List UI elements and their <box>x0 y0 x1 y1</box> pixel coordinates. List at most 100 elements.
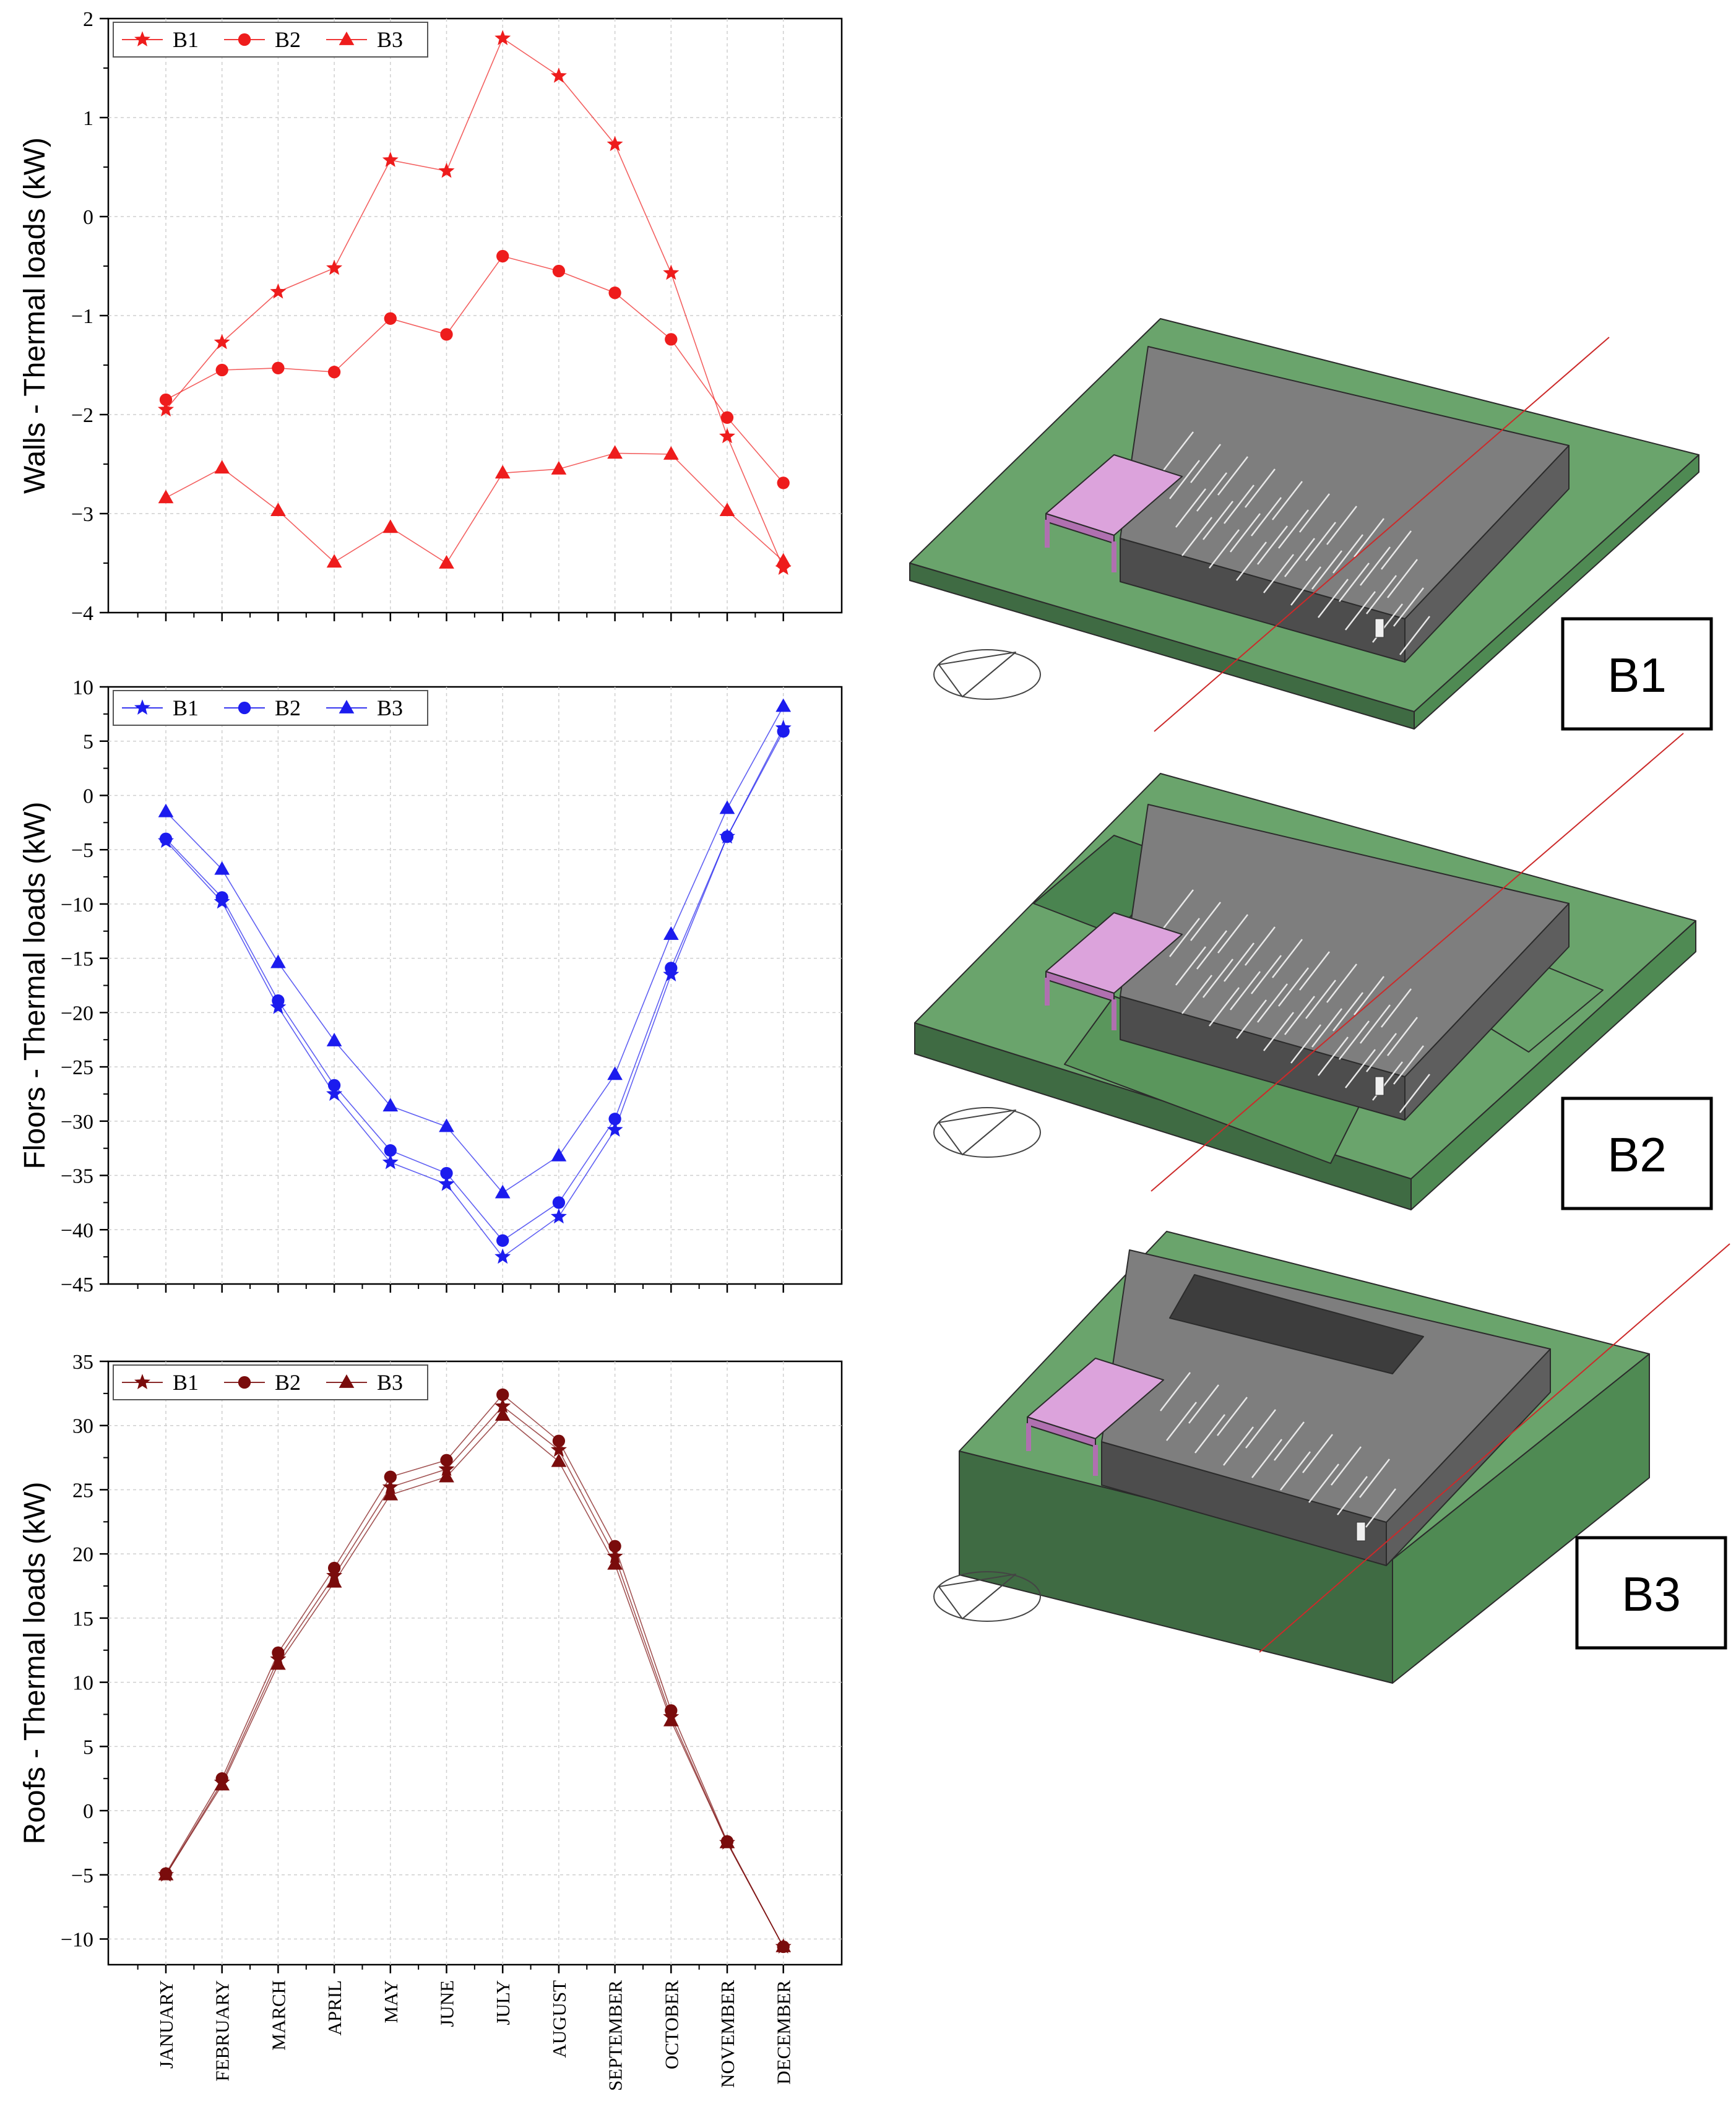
x-tick-label: MAY <box>380 1980 402 2023</box>
roof-skylight-strip <box>1188 1384 1219 1424</box>
roof-skylight-strip <box>1278 509 1309 549</box>
model-b3: B3 <box>933 1231 1730 1684</box>
roof-skylight-strip <box>1203 959 1233 998</box>
building-model <box>1045 804 1570 1121</box>
x-tick-label: DECEMBER <box>773 1980 795 2085</box>
roof-skylight-strip <box>1381 988 1412 1028</box>
roof-skylight-strip <box>1299 493 1330 533</box>
roof-skylight-strip <box>1345 591 1376 631</box>
roof-skylight-strip <box>1223 1426 1254 1466</box>
y-tick-label: 35 <box>72 1351 93 1374</box>
legend-label: B1 <box>173 696 199 720</box>
roof-skylight-strip <box>1345 1049 1376 1088</box>
roof-skylight-strip <box>1263 1012 1294 1051</box>
y-tick-label: 0 <box>83 1800 93 1823</box>
y-tick-label: 5 <box>83 731 93 754</box>
data-point-B2 <box>272 361 285 374</box>
data-point-B1 <box>550 1208 567 1224</box>
data-point-B2 <box>665 333 678 346</box>
data-point-B3 <box>439 1468 454 1483</box>
roof-skylight-strip <box>1163 431 1194 471</box>
data-point-B2 <box>552 1196 566 1209</box>
data-point-B3 <box>214 861 230 875</box>
data-point-B2 <box>608 287 621 299</box>
y-tick-label: 15 <box>72 1608 93 1631</box>
y-tick-label: 1 <box>83 107 93 130</box>
legend-box <box>113 690 428 726</box>
canopy-leg <box>1112 541 1116 572</box>
data-point-B3 <box>326 1574 342 1588</box>
roof-skylight-strip <box>1284 996 1315 1035</box>
data-point-B2 <box>496 1234 509 1247</box>
y-tick-label: 2 <box>83 8 93 31</box>
x-tick-label: MARCH <box>267 1980 289 2051</box>
legend-marker-B3 <box>339 1374 355 1388</box>
data-point-B3 <box>214 460 230 474</box>
data-point-B3 <box>775 553 792 567</box>
roof-skylight-strip <box>1169 918 1200 957</box>
x-tick-label: AUGUST <box>548 1980 570 2058</box>
series-line-B1 <box>165 728 784 1258</box>
roof-skylight-strip <box>1387 559 1418 598</box>
legend-label: B2 <box>275 27 301 52</box>
north-arrow-icon <box>933 1571 1041 1622</box>
data-point-B3 <box>775 1938 792 1952</box>
y-axis-title: Walls - Thermal loads (kW) <box>19 137 51 494</box>
door-icon <box>1356 1522 1366 1541</box>
label-box <box>1561 1097 1713 1210</box>
data-point-B1 <box>494 1398 511 1413</box>
data-point-B3 <box>663 926 679 940</box>
roof-skylight-strip <box>1359 1459 1390 1498</box>
legend-label: B1 <box>173 27 199 52</box>
roof-skylight-strip <box>1387 1017 1418 1056</box>
roof-skylight-strip <box>1181 517 1212 556</box>
data-point-B2 <box>720 411 734 424</box>
legend-label: B3 <box>377 27 403 52</box>
data-point-B3 <box>719 1834 735 1848</box>
data-point-B3 <box>551 1147 567 1161</box>
x-tick-label: FEBRUARY <box>212 1980 233 2082</box>
data-point-B1 <box>438 1460 455 1476</box>
model-b2: B2 <box>914 733 1713 1210</box>
roof-skylight-strip <box>1339 562 1370 602</box>
legend-marker-B2 <box>238 701 251 715</box>
data-point-B1 <box>382 1153 399 1170</box>
y-tick-label: 10 <box>72 676 93 699</box>
roof-skylight-strip <box>1354 976 1384 1015</box>
roof-skylight-strip <box>1230 971 1261 1010</box>
series-line-B3 <box>165 452 784 564</box>
roof-skylight-strip <box>1311 550 1342 590</box>
roof-skylight-strip <box>1393 1045 1424 1085</box>
data-point-B1 <box>326 259 343 275</box>
legend-label: B3 <box>377 696 403 720</box>
compass-triangle <box>938 652 1016 697</box>
compass-arrow-line <box>962 1574 1016 1619</box>
data-point-B2 <box>159 393 173 407</box>
data-point-B3 <box>439 1118 454 1132</box>
roof-skylight-strip <box>1217 914 1248 954</box>
data-point-B3 <box>494 465 511 479</box>
roof-skylight-strip <box>1272 481 1303 520</box>
roof-skylight-strip <box>1305 522 1336 561</box>
data-point-B3 <box>382 1486 399 1501</box>
series-line-B3 <box>165 706 784 1194</box>
data-point-B3 <box>607 445 623 459</box>
legend-label: B1 <box>173 1370 199 1395</box>
roof-skylight-strip <box>1203 501 1233 540</box>
legend-marker-B1 <box>134 31 150 46</box>
y-tick-label: −45 <box>61 1273 93 1296</box>
y-axis-title: Roofs - Thermal loads (kW) <box>19 1482 51 1845</box>
roof-skylight-strip <box>1217 1397 1248 1436</box>
compass-triangle <box>938 1110 1016 1155</box>
data-point-B3 <box>607 1066 623 1080</box>
roof-skylight-strip <box>1318 579 1349 618</box>
data-point-B3 <box>551 1453 567 1467</box>
data-point-B2 <box>159 832 173 845</box>
label-text: B2 <box>1607 1127 1666 1182</box>
canopy-leg <box>1093 1445 1098 1476</box>
roof-skylight-strip <box>1251 955 1282 994</box>
roof-skylight-strip <box>1360 1004 1391 1044</box>
data-point-B2 <box>496 249 509 263</box>
building-label-3: B3 <box>1575 1536 1727 1650</box>
